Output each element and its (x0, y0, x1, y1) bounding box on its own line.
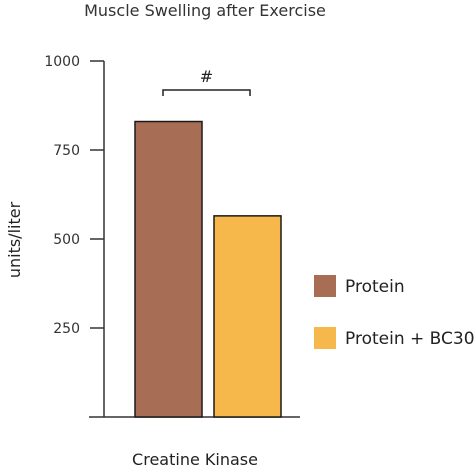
y-tick-label: 750 (53, 143, 80, 159)
significance-annotation: # (162, 67, 251, 96)
bar-protein (134, 120, 203, 418)
legend-swatch (314, 327, 336, 349)
x-axis-label: Creatine Kinase (132, 450, 258, 467)
chart-title: Muscle Swelling after Exercise (84, 1, 326, 20)
y-tick-label: 500 (53, 232, 80, 248)
bar-protein-bc30 (213, 215, 282, 418)
y-tick-label: 250 (53, 321, 80, 337)
y-tick-label: 1000 (44, 54, 80, 70)
bars (134, 120, 282, 418)
legend: Protein Protein + BC30 (314, 275, 474, 349)
legend-label: Protein (345, 277, 405, 297)
significance-bracket (162, 89, 251, 96)
significance-marker: # (200, 67, 213, 86)
legend-label: Protein + BC30 (345, 329, 474, 349)
legend-swatch (314, 275, 336, 297)
y-axis-label: units/liter (5, 201, 24, 278)
y-axis-ticks: 250 500 750 1000 (44, 54, 104, 337)
